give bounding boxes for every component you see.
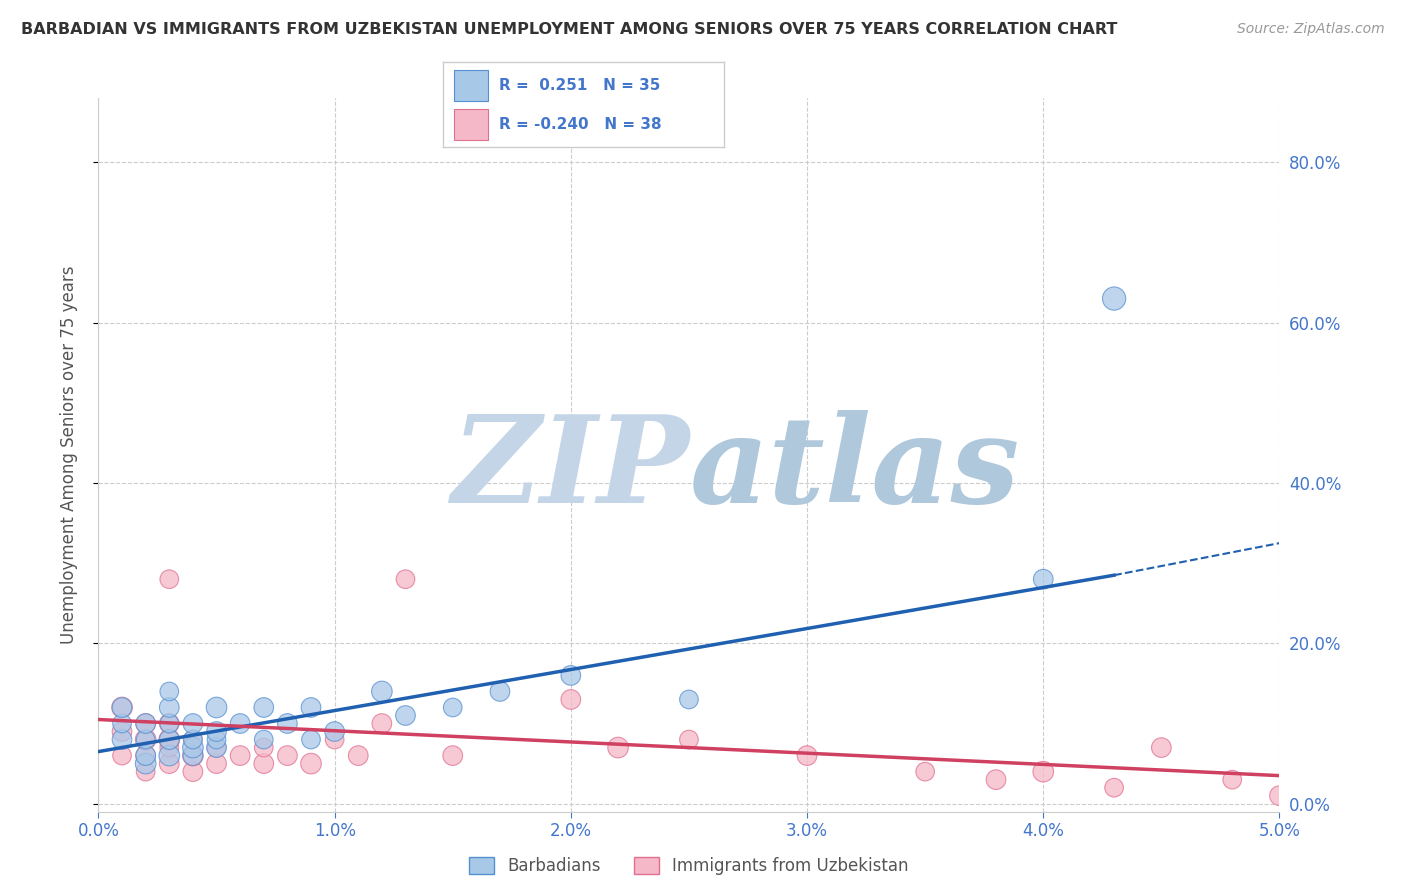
Point [914, 764, 936, 779]
Point [135, 756, 157, 771]
Point [135, 748, 157, 763]
Point [1102, 780, 1125, 795]
Point [157, 572, 180, 586]
Point [371, 716, 394, 731]
Text: Source: ZipAtlas.com: Source: ZipAtlas.com [1237, 22, 1385, 37]
Point [205, 740, 228, 755]
Point [157, 748, 180, 763]
Point [1150, 740, 1173, 755]
Bar [454, 109, 488, 139]
Point [157, 740, 180, 755]
Point [1032, 572, 1054, 586]
Point [135, 716, 157, 731]
Point [1102, 292, 1125, 306]
Point [181, 748, 204, 763]
Point [111, 700, 134, 714]
Point [205, 740, 228, 755]
Point [157, 716, 180, 731]
Point [253, 732, 276, 747]
Point [253, 700, 276, 714]
Point [157, 716, 180, 731]
Point [135, 716, 157, 731]
Point [157, 684, 180, 698]
Point [205, 700, 228, 714]
Y-axis label: Unemployment Among Seniors over 75 years: Unemployment Among Seniors over 75 years [59, 266, 77, 644]
Point [157, 700, 180, 714]
Point [111, 724, 134, 739]
Point [560, 692, 582, 706]
Point [489, 684, 512, 698]
Point [181, 732, 204, 747]
Point [323, 732, 346, 747]
Point [205, 724, 228, 739]
Text: atlas: atlas [689, 410, 1019, 528]
Point [1220, 772, 1243, 787]
Point [276, 748, 298, 763]
Text: ZIP: ZIP [451, 410, 689, 528]
Point [371, 684, 394, 698]
Point [441, 700, 464, 714]
Point [607, 740, 630, 755]
Point [560, 668, 582, 682]
Point [253, 756, 276, 771]
Point [111, 732, 134, 747]
Point [111, 700, 134, 714]
Point [1268, 789, 1291, 803]
Text: R = -0.240   N = 38: R = -0.240 N = 38 [499, 117, 662, 132]
Point [135, 764, 157, 779]
Point [111, 716, 134, 731]
Point [181, 748, 204, 763]
Point [299, 732, 322, 747]
Point [111, 748, 134, 763]
Point [181, 740, 204, 755]
Legend: Barbadians, Immigrants from Uzbekistan: Barbadians, Immigrants from Uzbekistan [463, 850, 915, 882]
Point [157, 732, 180, 747]
Point [157, 732, 180, 747]
Point [229, 716, 252, 731]
Text: BARBADIAN VS IMMIGRANTS FROM UZBEKISTAN UNEMPLOYMENT AMONG SENIORS OVER 75 YEARS: BARBADIAN VS IMMIGRANTS FROM UZBEKISTAN … [21, 22, 1118, 37]
Point [394, 708, 416, 723]
Point [394, 572, 416, 586]
Point [347, 748, 370, 763]
Point [796, 748, 818, 763]
Point [299, 756, 322, 771]
Point [205, 732, 228, 747]
Point [299, 700, 322, 714]
Point [135, 732, 157, 747]
Point [157, 756, 180, 771]
Point [135, 748, 157, 763]
Point [276, 716, 298, 731]
Point [181, 716, 204, 731]
Point [181, 764, 204, 779]
Point [181, 732, 204, 747]
Point [678, 692, 700, 706]
Point [229, 748, 252, 763]
Point [135, 732, 157, 747]
Bar [454, 70, 488, 101]
Text: R =  0.251   N = 35: R = 0.251 N = 35 [499, 78, 661, 93]
Point [323, 724, 346, 739]
Point [441, 748, 464, 763]
Point [678, 732, 700, 747]
Point [253, 740, 276, 755]
Point [205, 756, 228, 771]
Point [1032, 764, 1054, 779]
Point [984, 772, 1007, 787]
